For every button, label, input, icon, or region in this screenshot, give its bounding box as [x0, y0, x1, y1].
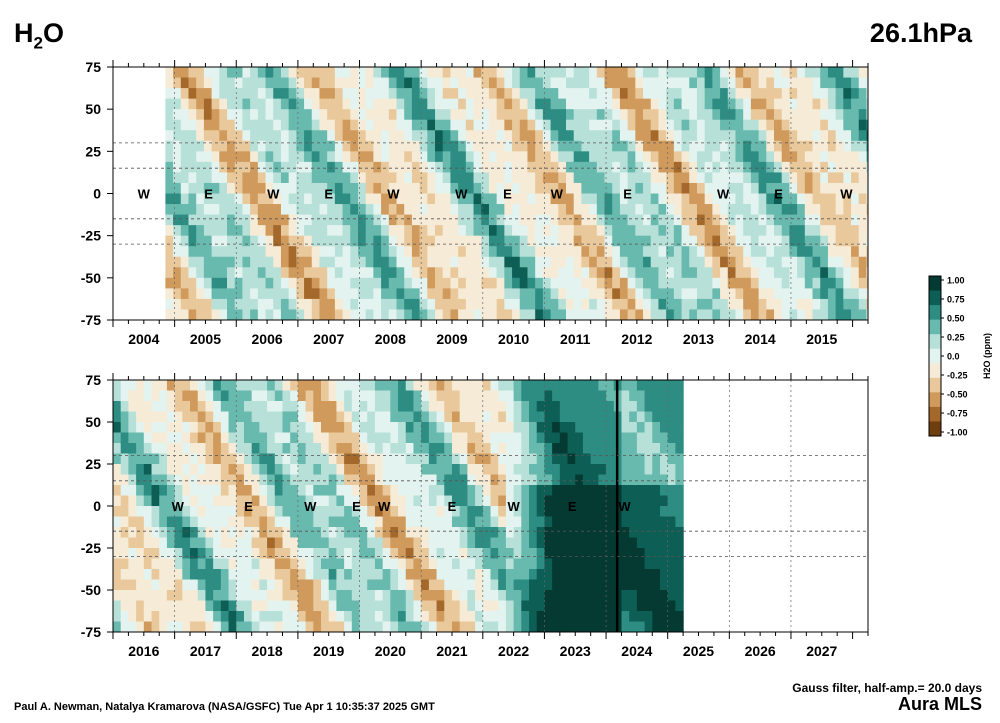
y-tick-label: -25 [81, 228, 101, 244]
y-tick-label: 75 [85, 59, 101, 75]
colorbar-label: H2O (ppm) [982, 333, 992, 379]
x-tick-label: 2011 [560, 331, 591, 347]
qbo-phase-label: W [387, 187, 400, 202]
x-tick-label: 2004 [128, 331, 159, 347]
qbo-phase-label: E [448, 499, 457, 514]
colorbar-swatch [929, 276, 941, 292]
qbo-phase-label: W [618, 499, 631, 514]
y-tick-label: 25 [85, 456, 101, 472]
qbo-phase-label: W [378, 499, 391, 514]
colorbar-tick-label: 0.0 [947, 352, 960, 362]
qbo-phase-label: E [204, 187, 213, 202]
qbo-phase-label: E [774, 187, 783, 202]
x-tick-label: 2020 [375, 643, 406, 659]
x-tick-label: 2008 [375, 331, 406, 347]
pressure-level-title: 26.1hPa [869, 18, 972, 48]
qbo-phase-label: W [717, 187, 730, 202]
x-tick-label: 2010 [498, 331, 529, 347]
x-tick-label: 2009 [436, 331, 467, 347]
colorbar-swatch [929, 348, 941, 364]
x-tick-label: 2018 [252, 643, 283, 659]
colorbar-tick-label: -0.25 [947, 371, 968, 381]
x-tick-label: 2024 [621, 643, 652, 659]
y-tick-label: 50 [85, 414, 101, 430]
colorbar-tick-label: -1.00 [947, 428, 968, 438]
x-tick-label: 2012 [621, 331, 652, 347]
x-tick-label: 2014 [745, 331, 776, 347]
qbo-phase-label: W [172, 499, 185, 514]
colorbar-swatch [929, 377, 941, 393]
y-tick-label: -75 [81, 312, 101, 328]
colorbar-swatch [929, 305, 941, 321]
colorbar-swatch [929, 421, 941, 437]
qbo-phase-label: W [138, 187, 151, 202]
species-title: H2O [14, 18, 64, 53]
colorbar-swatch [929, 363, 941, 379]
x-tick-label: 2021 [436, 643, 467, 659]
qbo-phase-label: W [840, 187, 853, 202]
colorbar-tick-label: 0.75 [947, 295, 965, 305]
qbo-phase-label: E [623, 187, 632, 202]
colorbar-tick-label: -0.50 [947, 390, 968, 400]
x-tick-label: 2022 [498, 643, 529, 659]
x-tick-label: 2026 [745, 643, 776, 659]
qbo-phase-label: W [304, 499, 317, 514]
y-tick-label: 75 [85, 372, 101, 388]
colorbar-swatch [929, 290, 941, 306]
qbo-phase-label: E [324, 187, 333, 202]
y-tick-label: -25 [81, 540, 101, 556]
y-tick-label: 50 [85, 101, 101, 117]
heatmap-panel-2 [113, 380, 868, 632]
credit-text: Paul A. Newman, Natalya Kramarova (NASA/… [14, 701, 435, 713]
y-tick-label: -50 [81, 270, 101, 286]
y-tick-label: 25 [85, 143, 101, 159]
colorbar-tick-label: 0.25 [947, 333, 965, 343]
x-tick-label: 2006 [252, 331, 283, 347]
qbo-phase-label: W [507, 499, 520, 514]
x-tick-label: 2023 [560, 643, 591, 659]
colorbar-tick-label: 0.50 [947, 314, 965, 324]
x-tick-label: 2025 [683, 643, 714, 659]
colorbar-swatch [929, 406, 941, 422]
x-tick-label: 2016 [128, 643, 159, 659]
y-tick-label: -50 [81, 582, 101, 598]
y-tick-label: -75 [81, 624, 101, 640]
x-tick-label: 2017 [190, 643, 221, 659]
x-tick-label: 2027 [806, 643, 837, 659]
x-tick-label: 2019 [313, 643, 344, 659]
qbo-phase-label: W [455, 187, 468, 202]
qbo-phase-label: W [267, 187, 280, 202]
qbo-phase-label: E [503, 187, 512, 202]
colorbar-tick-label: 1.00 [947, 276, 965, 286]
x-tick-label: 2005 [190, 331, 221, 347]
colorbar-swatch [929, 319, 941, 335]
x-tick-label: 2013 [683, 331, 714, 347]
heatmap-panel-1 [113, 67, 868, 320]
x-tick-label: 2007 [313, 331, 344, 347]
qbo-phase-label: E [352, 499, 361, 514]
qbo-phase-label: W [551, 187, 564, 202]
qbo-phase-label: E [244, 499, 253, 514]
x-tick-label: 2015 [806, 331, 837, 347]
qbo-phase-label: E [568, 499, 577, 514]
y-tick-label: 0 [93, 186, 101, 202]
colorbar-swatch [929, 334, 941, 350]
colorbar-swatch [929, 392, 941, 408]
instrument-name: Aura MLS [897, 694, 982, 714]
colorbar-tick-label: -0.75 [947, 409, 968, 419]
filter-text: Gauss filter, half-amp.= 20.0 days [792, 681, 982, 695]
y-tick-label: 0 [93, 498, 101, 514]
